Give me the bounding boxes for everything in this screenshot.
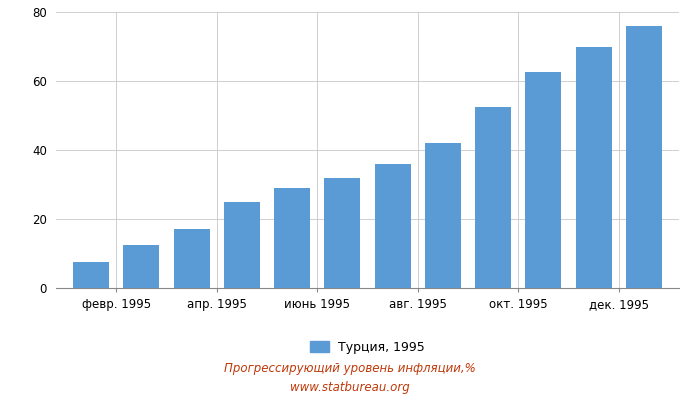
Bar [274, 188, 310, 288]
Bar [475, 107, 511, 288]
Bar [525, 72, 561, 288]
Bar [73, 262, 109, 288]
Bar [324, 178, 360, 288]
Bar [224, 202, 260, 288]
Text: Прогрессирующий уровень инфляции,%
www.statbureau.org: Прогрессирующий уровень инфляции,% www.s… [224, 362, 476, 394]
Bar [374, 164, 411, 288]
Bar [575, 46, 612, 288]
Legend: Турция, 1995: Турция, 1995 [304, 336, 430, 359]
Bar [123, 245, 160, 288]
Bar [626, 26, 662, 288]
Bar [425, 143, 461, 288]
Bar [174, 229, 210, 288]
